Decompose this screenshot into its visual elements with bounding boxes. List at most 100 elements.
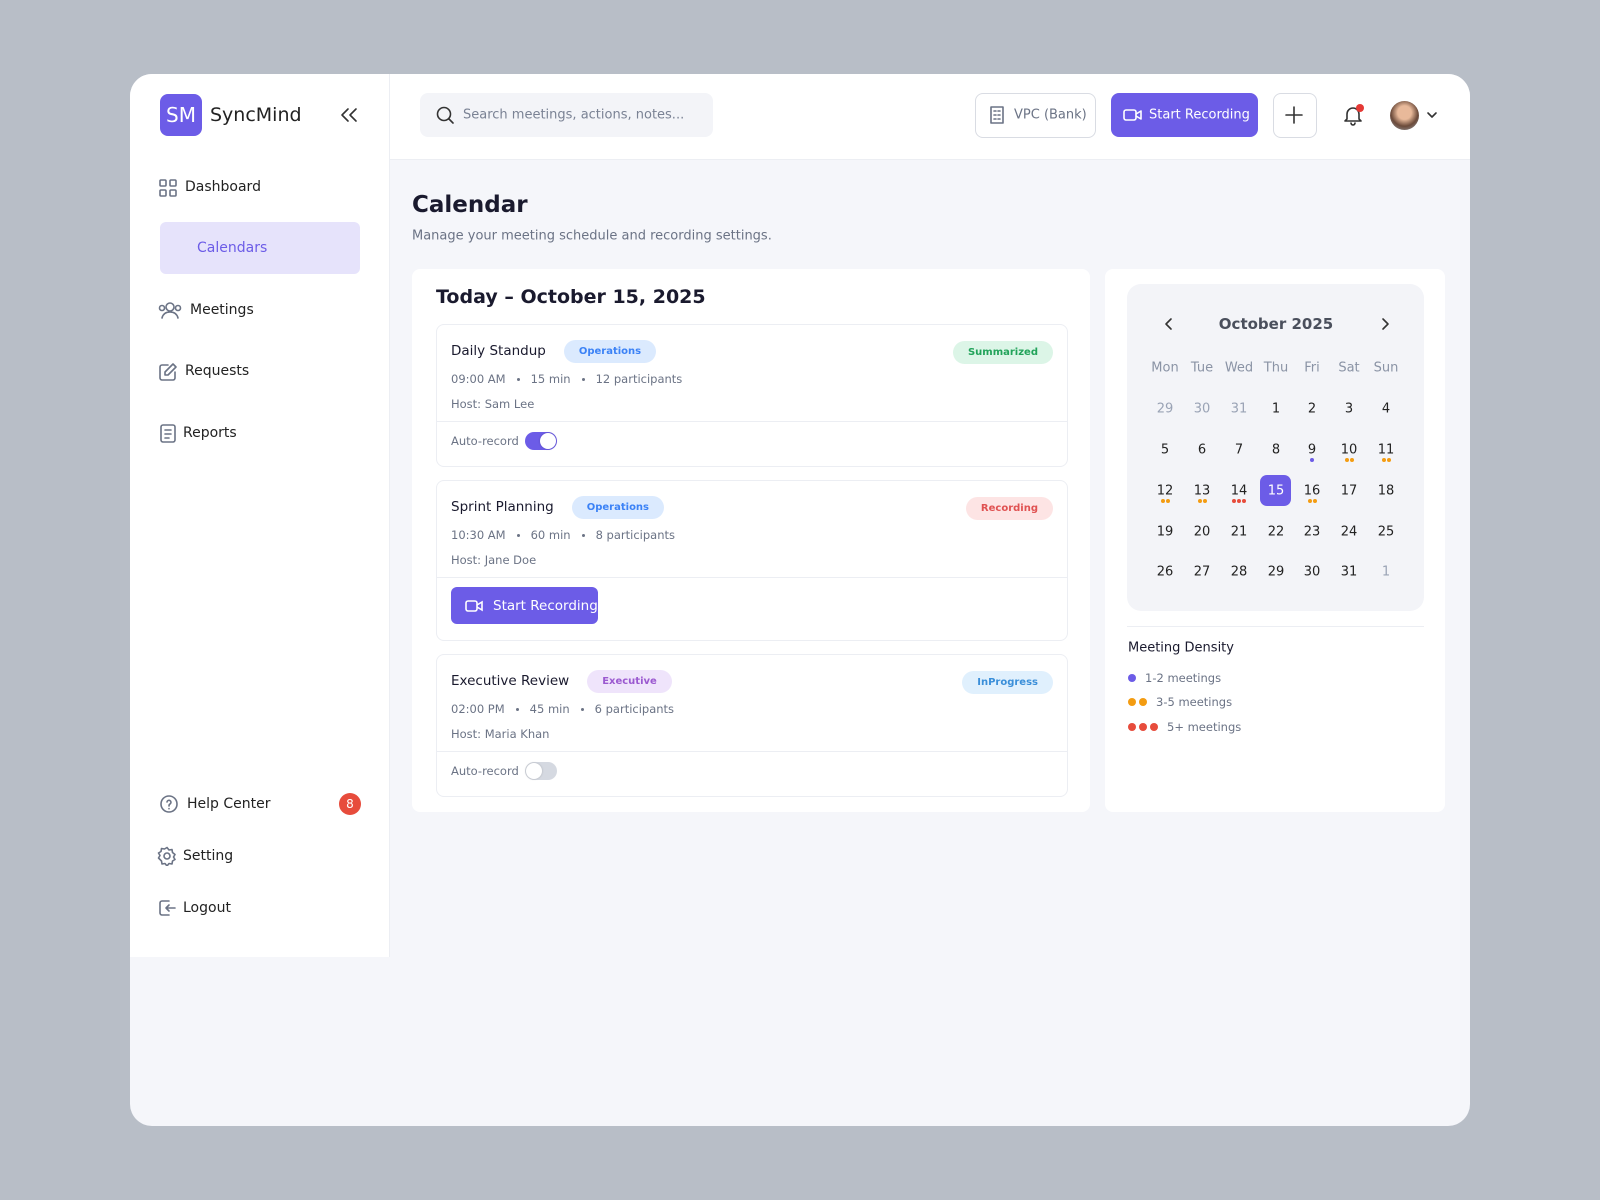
collapse-icon[interactable] bbox=[338, 106, 360, 124]
calendar-day[interactable]: 1 bbox=[1381, 564, 1391, 580]
calendar-day[interactable]: 21 bbox=[1230, 524, 1248, 540]
calendar-day[interactable]: 7 bbox=[1234, 442, 1244, 458]
status-badge: Recording bbox=[965, 496, 1053, 520]
nav-item[interactable]: Help Center bbox=[187, 796, 271, 812]
calendar-day[interactable]: 6 bbox=[1197, 442, 1207, 458]
auto-record-toggle[interactable] bbox=[525, 762, 557, 780]
density-dot bbox=[1165, 499, 1170, 503]
meta-row: 02:00 PM 45 min 6 participants bbox=[451, 700, 674, 718]
building-icon bbox=[990, 106, 1004, 124]
legend-label: 3-5 meetings bbox=[1156, 695, 1233, 709]
meeting-participants: 8 participants bbox=[595, 528, 675, 542]
status-badge: InProgress bbox=[962, 670, 1053, 694]
calendar-day[interactable]: 23 bbox=[1303, 524, 1321, 540]
calendar-day[interactable]: 12 bbox=[1156, 483, 1174, 499]
meeting-host: Host: Maria Khan bbox=[451, 727, 550, 741]
legend-label: 1-2 meetings bbox=[1145, 671, 1222, 685]
density-dot bbox=[1160, 499, 1165, 503]
start-recording-button[interactable]: Start Recording bbox=[451, 587, 598, 624]
meeting-tag: Operations bbox=[563, 339, 657, 363]
meta-row: 10:30 AM 60 min 8 participants bbox=[451, 526, 675, 544]
nav-item[interactable]: Calendars bbox=[197, 240, 268, 256]
requests-icon bbox=[159, 363, 177, 381]
selected-day bbox=[1260, 475, 1291, 506]
calendar-day[interactable]: 9 bbox=[1307, 442, 1317, 458]
calendar-day[interactable]: 10 bbox=[1340, 442, 1358, 458]
calendar-day[interactable]: 31 bbox=[1230, 401, 1248, 417]
calendar-day[interactable]: 29 bbox=[1267, 564, 1285, 580]
meeting-card: Executive Review Executive InProgress 02:00… bbox=[436, 654, 1068, 797]
calendar-day[interactable]: 13 bbox=[1193, 483, 1211, 499]
calendar-day[interactable]: 30 bbox=[1303, 564, 1321, 580]
weekday: Mon bbox=[1151, 360, 1179, 376]
calendar-day[interactable]: 4 bbox=[1381, 401, 1391, 417]
calendar-day[interactable]: 30 bbox=[1193, 401, 1211, 417]
calendar-day[interactable]: 25 bbox=[1377, 524, 1395, 540]
density-dot bbox=[1310, 458, 1314, 462]
density-dot bbox=[1312, 499, 1317, 503]
meeting-title: Sprint Planning bbox=[451, 499, 554, 515]
meeting-participants: 6 participants bbox=[594, 702, 675, 716]
calendar-day[interactable]: 26 bbox=[1156, 564, 1174, 580]
separator bbox=[580, 707, 584, 711]
calendar-day[interactable]: 18 bbox=[1377, 483, 1395, 499]
title-row: Sprint Planning Operations bbox=[451, 495, 665, 519]
weekday: Fri bbox=[1304, 360, 1320, 376]
meeting-tag: Executive bbox=[587, 669, 672, 693]
notification-dot bbox=[1356, 104, 1364, 112]
calendar-day[interactable]: 24 bbox=[1340, 524, 1358, 540]
nav-item[interactable]: Logout bbox=[183, 900, 231, 916]
calendar-day[interactable]: 17 bbox=[1340, 483, 1358, 499]
calendar-day[interactable]: 5 bbox=[1160, 442, 1170, 458]
logout-icon bbox=[159, 900, 176, 916]
nav-item[interactable]: Reports bbox=[183, 425, 237, 441]
today-heading: Today – October 15, 2025 bbox=[436, 286, 706, 308]
button-label: Start Recording bbox=[493, 597, 598, 614]
month-box bbox=[1127, 284, 1424, 611]
title-row: Daily Standup Operations bbox=[451, 339, 657, 363]
weekday: Wed bbox=[1224, 360, 1254, 376]
search-placeholder: Search meetings, actions, notes... bbox=[463, 107, 685, 123]
nav-item[interactable]: Meetings bbox=[190, 302, 254, 318]
calendar-day[interactable]: 20 bbox=[1193, 524, 1211, 540]
separator bbox=[516, 377, 520, 381]
calendar-day[interactable]: 14 bbox=[1230, 483, 1248, 499]
meeting-host: Host: Sam Lee bbox=[451, 397, 535, 411]
bell-icon[interactable] bbox=[1342, 104, 1364, 126]
nav-item[interactable]: Requests bbox=[185, 363, 250, 379]
search-box[interactable] bbox=[420, 93, 713, 137]
meeting-duration: 15 min bbox=[530, 372, 571, 386]
calendar-day[interactable]: 28 bbox=[1230, 564, 1248, 580]
nav-active bbox=[160, 222, 360, 274]
calendar-day[interactable]: 3 bbox=[1344, 401, 1354, 417]
nav-item[interactable]: Dashboard bbox=[185, 179, 261, 195]
auto-record-toggle[interactable] bbox=[525, 432, 557, 450]
density-dot bbox=[1242, 499, 1246, 503]
next-month[interactable] bbox=[1378, 317, 1392, 331]
calendar-day[interactable]: 2 bbox=[1307, 401, 1317, 417]
settings-icon bbox=[157, 846, 176, 866]
meeting-host: Host: Jane Doe bbox=[451, 553, 537, 567]
calendar-day[interactable]: 16 bbox=[1303, 483, 1321, 499]
calendar-day[interactable]: 19 bbox=[1156, 524, 1174, 540]
calendar-day[interactable]: 27 bbox=[1193, 564, 1211, 580]
calendar-day[interactable]: 15 bbox=[1267, 483, 1285, 499]
page-title: Calendar bbox=[412, 192, 528, 218]
calendar-day[interactable]: 29 bbox=[1156, 401, 1174, 417]
nav-item[interactable]: Setting bbox=[183, 848, 234, 864]
page-subtitle: Manage your meeting schedule and recordi… bbox=[412, 228, 772, 244]
weekday: Thu bbox=[1263, 360, 1289, 376]
meeting-card: Daily Standup Operations Summarized 09:00 A… bbox=[436, 324, 1068, 467]
month-title: October 2025 bbox=[1218, 315, 1334, 333]
status-badge: Summarized bbox=[952, 340, 1053, 364]
calendar-day[interactable]: 1 bbox=[1271, 401, 1281, 417]
calendar-day[interactable]: 22 bbox=[1267, 524, 1285, 540]
chevron-down[interactable] bbox=[1426, 110, 1438, 120]
calendar-day[interactable]: 31 bbox=[1340, 564, 1358, 580]
prev-month[interactable] bbox=[1162, 317, 1176, 331]
calendar-day[interactable]: 11 bbox=[1377, 442, 1395, 458]
density-dot bbox=[1386, 458, 1391, 462]
avatar[interactable] bbox=[1390, 101, 1419, 130]
calendar-day[interactable]: 8 bbox=[1271, 442, 1281, 458]
